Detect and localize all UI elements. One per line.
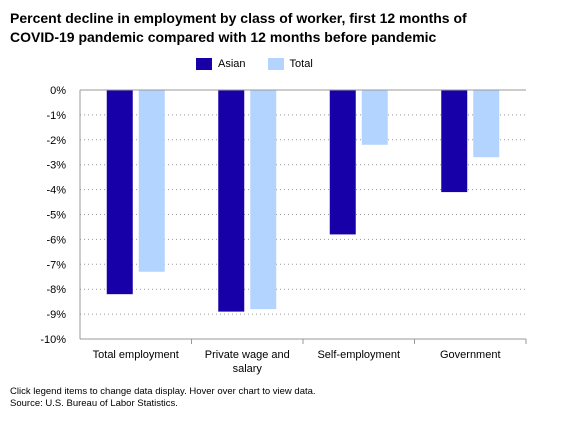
y-tick-label: -6% — [46, 234, 66, 246]
y-tick-label: 0% — [50, 85, 66, 97]
chart-title: Percent decline in employment by class o… — [10, 9, 570, 47]
legend-swatch-asian — [196, 58, 212, 70]
footer-source: Source: U.S. Bureau of Labor Statistics. — [10, 398, 178, 409]
y-tick-label: -1% — [46, 110, 66, 122]
legend: Asian Total — [196, 56, 335, 72]
x-tick-label: Self-employment — [317, 349, 400, 361]
y-tick-label: -5% — [46, 210, 66, 222]
bar-total[interactable] — [361, 90, 388, 145]
y-tick-label: -7% — [46, 259, 66, 271]
x-tick-label: Total employment — [93, 349, 179, 361]
bar-chart: 0% -1% -2% -3% -4% -5% -6% -7% -8% -9% -10% Total e… — [40, 85, 527, 375]
bar-total[interactable] — [250, 90, 277, 310]
y-tick-label: -2% — [46, 135, 66, 147]
legend-label-asian: Asian — [218, 58, 246, 70]
y-tick-label: -3% — [46, 160, 66, 172]
y-tick-label: -8% — [46, 284, 66, 296]
y-tick-label: -4% — [46, 185, 66, 197]
bar-asian[interactable] — [329, 90, 356, 235]
x-tick-label: Government — [440, 349, 501, 361]
bar-asian[interactable] — [441, 90, 468, 193]
legend-label-total: Total — [289, 58, 313, 70]
legend-item-total[interactable]: Total — [267, 58, 313, 70]
bar-total[interactable] — [138, 90, 165, 272]
y-tick-label: -10% — [40, 334, 66, 346]
legend-item-asian[interactable]: Asian — [196, 58, 246, 70]
y-tick-label: -9% — [46, 309, 66, 321]
x-tick-label: Private wage and — [205, 349, 290, 361]
bar-asian[interactable] — [106, 90, 133, 295]
bar-asian[interactable] — [218, 90, 245, 312]
chart-title-line-1: Percent decline in employment by class o… — [10, 10, 467, 26]
bar-total[interactable] — [473, 90, 500, 158]
legend-swatch-total — [267, 58, 284, 70]
chart-footer: Click legend items to change data displa… — [10, 386, 316, 410]
chart-title-line-2: COVID-19 pandemic compared with 12 month… — [10, 29, 437, 45]
footer-note: Click legend items to change data displa… — [10, 386, 316, 397]
x-tick-label: salary — [233, 363, 263, 375]
